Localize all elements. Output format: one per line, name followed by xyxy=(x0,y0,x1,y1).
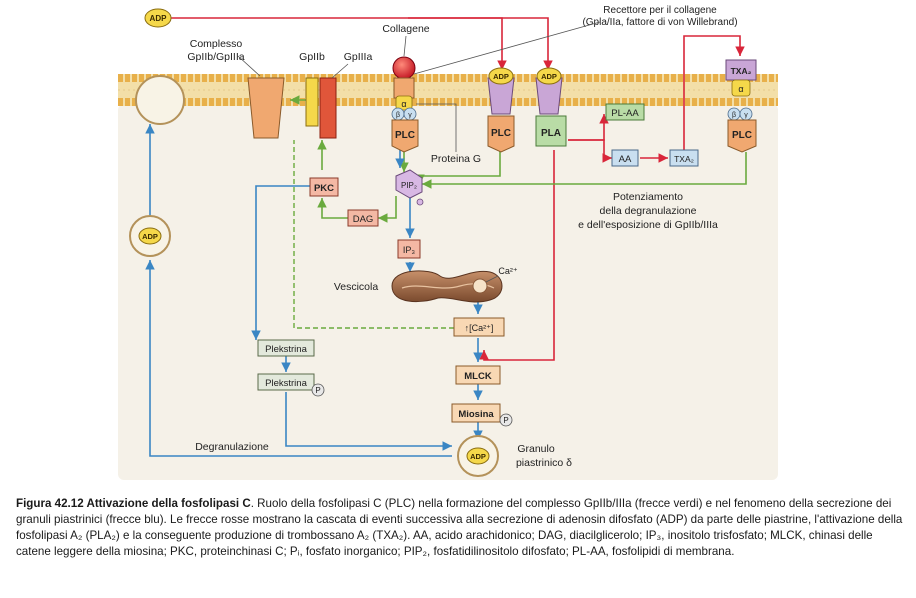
gpiib xyxy=(305,77,319,127)
gpiiia-pointer xyxy=(331,63,349,79)
pip2 xyxy=(395,169,424,206)
gpiiia-label: GpIIIa xyxy=(344,51,373,63)
beta-2: β xyxy=(732,112,736,119)
recettore-label-2: (Gpla/IIa, fattore di von Willebrand) xyxy=(582,17,737,28)
granulo-label-1: Granulo xyxy=(517,443,555,455)
adp-granule-cytoplasm-label: ADP xyxy=(142,232,158,241)
dense-granule-adp-label: ADP xyxy=(470,452,486,461)
dag-box xyxy=(347,209,379,227)
ip3-box xyxy=(397,239,421,259)
miosina-p xyxy=(499,413,513,427)
ca-pointer xyxy=(485,275,499,283)
ca-conc-label: ↑[Ca²⁺] xyxy=(465,323,494,333)
gpiib-label: GpIIb xyxy=(299,51,325,63)
caption-head: Figura 42.12 Attivazione della fosfolipa… xyxy=(16,497,251,510)
potenziamento-2: della degranulazione xyxy=(600,205,697,217)
plc-collagen-label: PLC xyxy=(395,130,415,141)
txa2-receptor xyxy=(725,59,757,153)
dense-granule xyxy=(457,435,499,477)
collagene-label: Collagene xyxy=(382,23,429,35)
txa2-receptor-label: TXA₂ xyxy=(731,66,752,76)
caption-body: . Ruolo della fosfolipasi C (PLC) nella … xyxy=(16,497,903,558)
phospholipase-c-diagram: ADP Complesso GpIIb/GpIIIa GpIIb GpIIIa … xyxy=(118,5,778,480)
recettore-pointer xyxy=(413,21,601,75)
blue-arrows xyxy=(145,124,483,457)
adp-receptor-1-label: ADP xyxy=(493,72,509,81)
miosina-label: Miosina xyxy=(458,409,494,420)
adp-receptor-1 xyxy=(487,67,515,153)
collagene-pointer xyxy=(403,35,407,57)
aa-box xyxy=(611,149,639,167)
complesso-label-2: GpIIb/GpIIIa xyxy=(187,51,244,63)
pkc-label: PKC xyxy=(314,183,334,194)
plekstrina-box xyxy=(257,339,315,357)
plekstrina-p-label: Plekstrina xyxy=(265,378,307,389)
dag-label: DAG xyxy=(353,214,374,225)
adp-receptor-2-label: ADP xyxy=(541,72,557,81)
plekstrina-label: Plekstrina xyxy=(265,344,307,355)
adp-receptor-2 xyxy=(535,67,567,147)
fusing-granule xyxy=(135,75,185,125)
ip3-label: IP₃ xyxy=(403,245,416,255)
plekstrina-p-box xyxy=(257,373,315,391)
alpha-1: α xyxy=(401,99,406,109)
proteina-g-label: Proteina G xyxy=(431,153,481,165)
recettore-label-1: Recettore per il collagene xyxy=(603,5,717,16)
plasma-membrane xyxy=(118,74,778,106)
vescicola-label: Vescicola xyxy=(334,281,379,293)
pip2-label: PIP₂ xyxy=(401,181,417,190)
alpha-2: α xyxy=(738,84,743,94)
beta-1: β xyxy=(396,112,400,119)
adp-granule-cytoplasm xyxy=(129,215,171,257)
adp-secreted: ADP xyxy=(144,8,172,28)
collagen-receptor xyxy=(392,56,416,99)
gpiib-gpiiia-complex-left xyxy=(247,77,285,139)
mlck-label: MLCK xyxy=(464,371,492,382)
dashed-green-link xyxy=(293,140,454,329)
gamma-2: γ xyxy=(744,112,748,119)
gpiiia xyxy=(319,77,337,139)
potenziamento-3: e dell'esposizione di GpIIb/IIIa xyxy=(578,219,718,231)
aa-label: AA xyxy=(619,154,632,165)
figure-caption: Figura 42.12 Attivazione della fosfolipa… xyxy=(16,496,904,560)
complesso-label-1: Complesso xyxy=(190,38,243,50)
proteina-g-pointer xyxy=(416,103,457,152)
mlck-box xyxy=(455,365,501,385)
plekstrina-p xyxy=(311,383,325,397)
pkc-box xyxy=(309,177,339,197)
complesso-pointer xyxy=(237,55,261,77)
ca-conc-box xyxy=(453,317,505,337)
plc-adp-label: PLC xyxy=(491,128,511,139)
red-arrows xyxy=(170,17,745,361)
txa2-label: TXA₂ xyxy=(674,154,694,164)
miosina-box xyxy=(451,403,501,423)
degranulazione-label: Degranulazione xyxy=(195,441,269,453)
vescicola-shape xyxy=(391,270,503,303)
plekstrina-p-glyph: P xyxy=(315,386,320,395)
gamma-1: γ xyxy=(408,112,412,119)
potenziamento-1: Potenziamento xyxy=(613,191,683,203)
plc-txa2-label: PLC xyxy=(732,130,752,141)
ca-label: Ca²⁺ xyxy=(498,266,518,276)
adp-secreted-label: ADP xyxy=(150,14,168,23)
pla-label: PLA xyxy=(541,128,561,139)
pl-aa-label: PL-AA xyxy=(611,108,639,119)
miosina-p-label: P xyxy=(503,416,508,425)
granulo-label-2: piastrinico δ xyxy=(516,457,572,469)
pl-aa-box xyxy=(605,103,645,121)
txa2-box xyxy=(669,149,699,167)
plc-collagen xyxy=(391,119,419,153)
